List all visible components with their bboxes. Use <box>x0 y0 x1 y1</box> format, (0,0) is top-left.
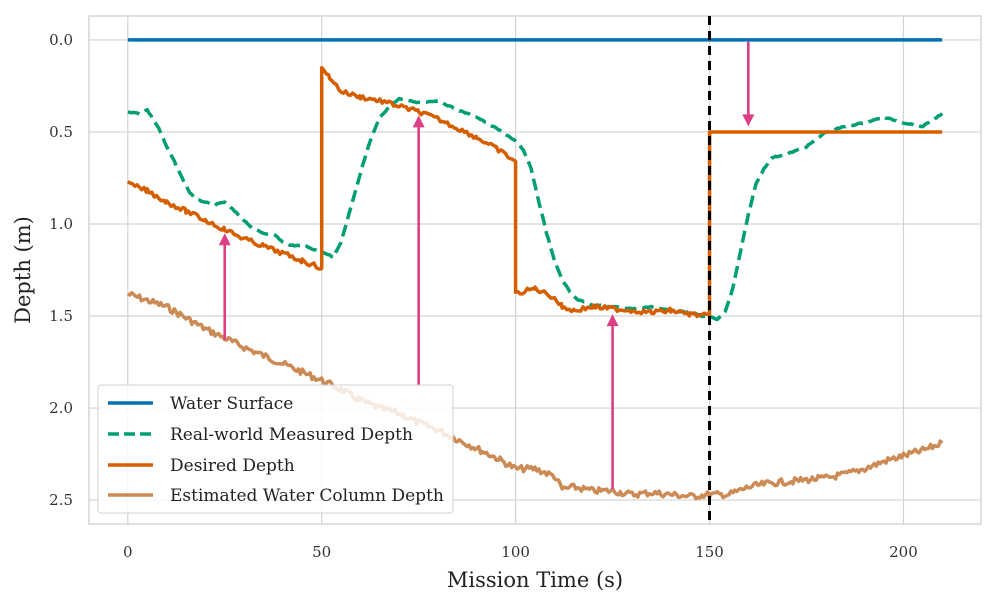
y-tick-label: 0.0 <box>49 31 73 49</box>
x-tick-label: 50 <box>312 543 331 561</box>
x-tick-label: 200 <box>889 543 918 561</box>
y-tick-label: 0.5 <box>49 123 73 141</box>
legend: Water Surface Real-world Measured Depth … <box>97 384 454 514</box>
x-tick-label: 0 <box>123 543 133 561</box>
annotation-arrows <box>218 41 755 490</box>
annotation-arrow-head <box>412 115 425 128</box>
legend-box <box>97 384 454 514</box>
x-tick-label: 100 <box>501 543 530 561</box>
desired-depth-line <box>126 65 943 319</box>
y-tick-label: 1.5 <box>49 307 73 325</box>
y-axis-label: Depth (m) <box>11 216 35 324</box>
x-tick-label: 150 <box>695 543 724 561</box>
y-tick-label: 2.0 <box>49 399 73 417</box>
annotation-arrow-head <box>218 233 231 246</box>
estimated-depth-line <box>126 290 944 501</box>
measured-depth-line <box>127 96 944 322</box>
series-layer <box>126 38 944 501</box>
x-axis-label: Mission Time (s) <box>447 568 623 592</box>
y-tick-label: 1.0 <box>49 215 73 233</box>
legend-label-desired-depth: Desired Depth <box>170 456 295 476</box>
legend-label-water-surface: Water Surface <box>170 394 293 414</box>
legend-label-estimated-depth: Estimated Water Column Depth <box>170 486 444 506</box>
annotation-arrow-head <box>742 114 755 127</box>
y-tick-label: 2.5 <box>49 491 73 509</box>
legend-label-measured-depth: Real-world Measured Depth <box>170 425 413 445</box>
annotation-arrow-head <box>606 314 619 327</box>
tick-labels: 0 50 100 150 200 0.0 0.5 1.0 1.5 2.0 2.5 <box>49 31 918 561</box>
